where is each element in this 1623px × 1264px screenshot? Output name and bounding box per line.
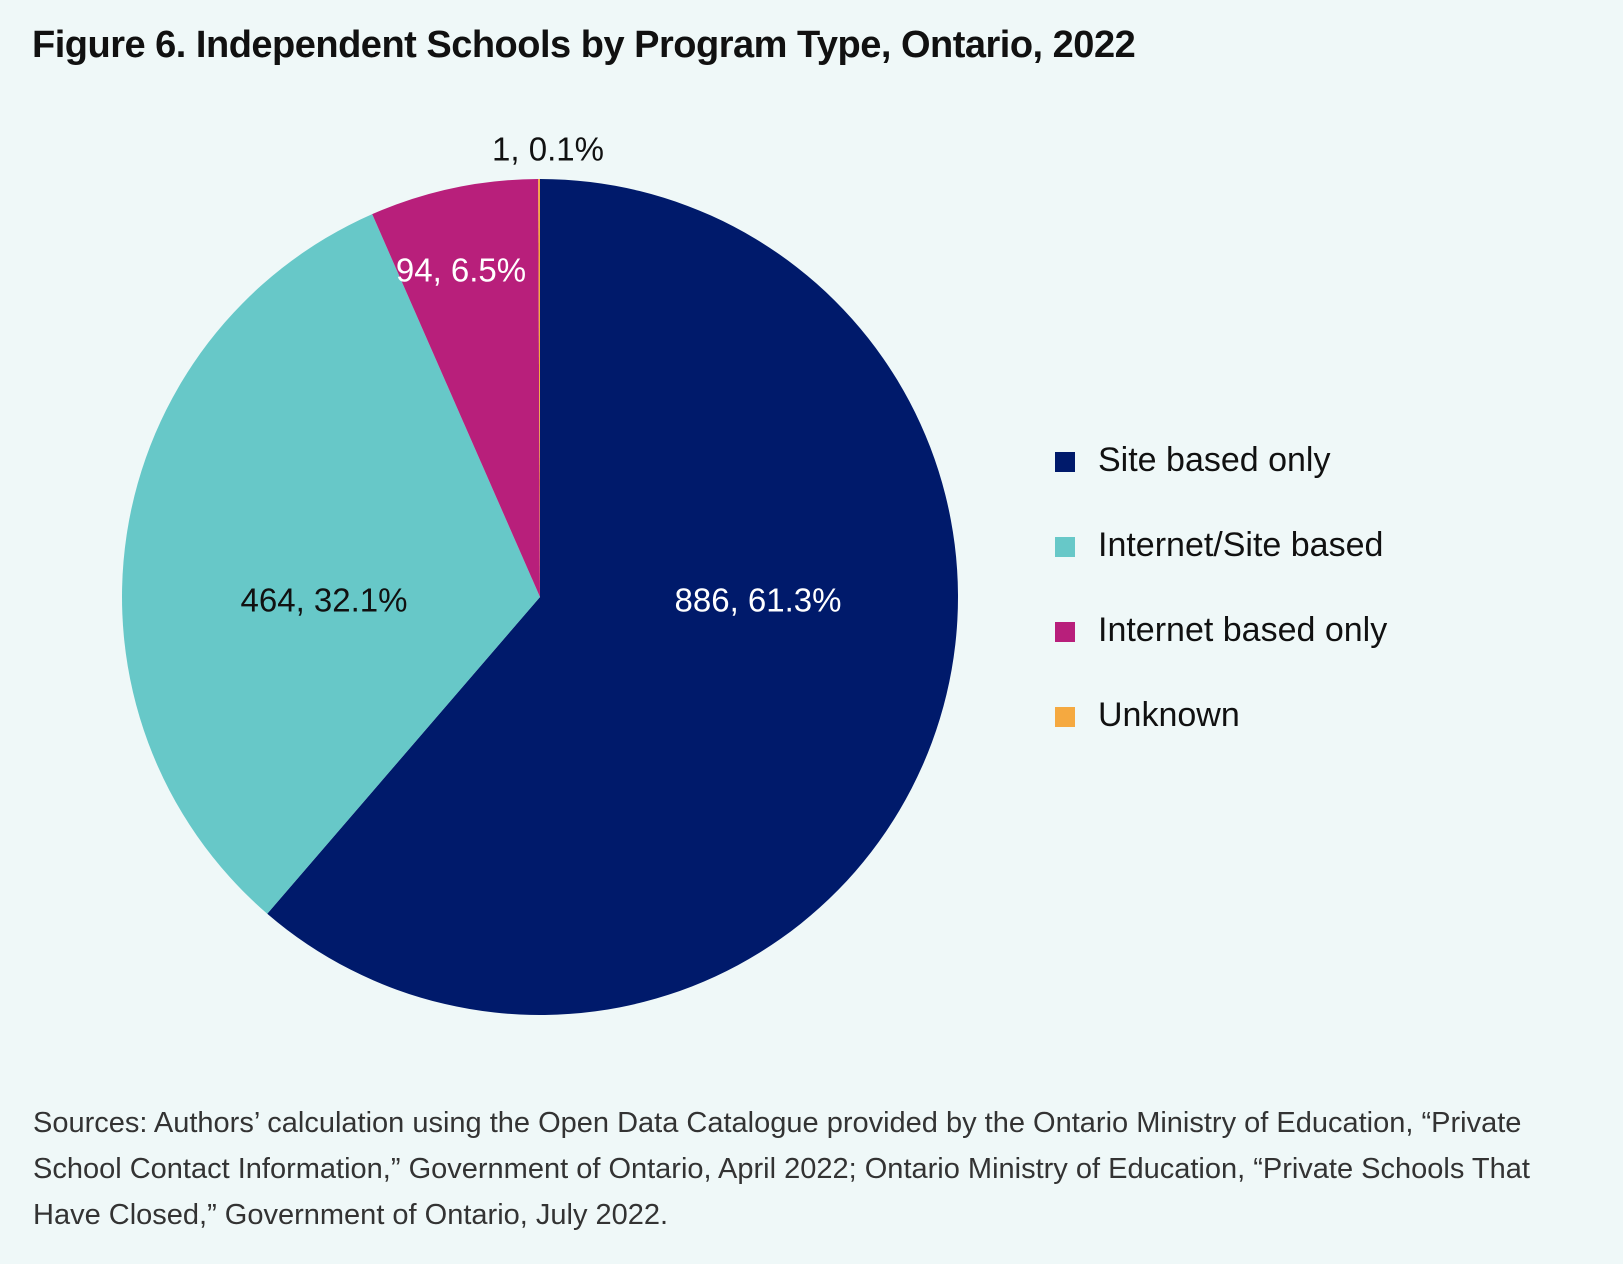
- chart-title: Figure 6. Independent Schools by Program…: [32, 24, 1136, 66]
- pie-slice-site-based-only: [267, 179, 959, 1015]
- pie-slice-internet-based-only: [372, 179, 540, 597]
- pie-slice-internet-site-based: [122, 214, 541, 914]
- legend-swatch-unknown: [1055, 707, 1075, 727]
- data-label-internet-site-based: 464, 32.1%: [241, 582, 408, 619]
- pie-slice-unknown: [538, 178, 540, 597]
- legend-swatch-internet-site-based: [1055, 537, 1075, 557]
- legend-swatch-site-based-only: [1055, 452, 1075, 472]
- source-note: Sources: Authors’ calculation using the …: [33, 1107, 1530, 1231]
- data-label-internet-based-only: 94, 6.5%: [396, 252, 526, 289]
- data-label-unknown: 1, 0.1%: [492, 131, 604, 168]
- pie-slices: [122, 178, 959, 1015]
- legend: Site based only Internet/Site based Intern…: [1055, 441, 1387, 734]
- legend-label-site-based-only: Site based only: [1098, 441, 1331, 479]
- data-label-site-based-only: 886, 61.3%: [675, 582, 842, 619]
- legend-label-internet-based-only: Internet based only: [1098, 611, 1387, 649]
- pie-labels: 886, 61.3% 464, 32.1% 94, 6.5% 1, 0.1%: [241, 131, 842, 619]
- legend-label-internet-site-based: Internet/Site based: [1098, 526, 1383, 564]
- legend-swatch-internet-based-only: [1055, 622, 1075, 642]
- legend-label-unknown: Unknown: [1098, 696, 1240, 734]
